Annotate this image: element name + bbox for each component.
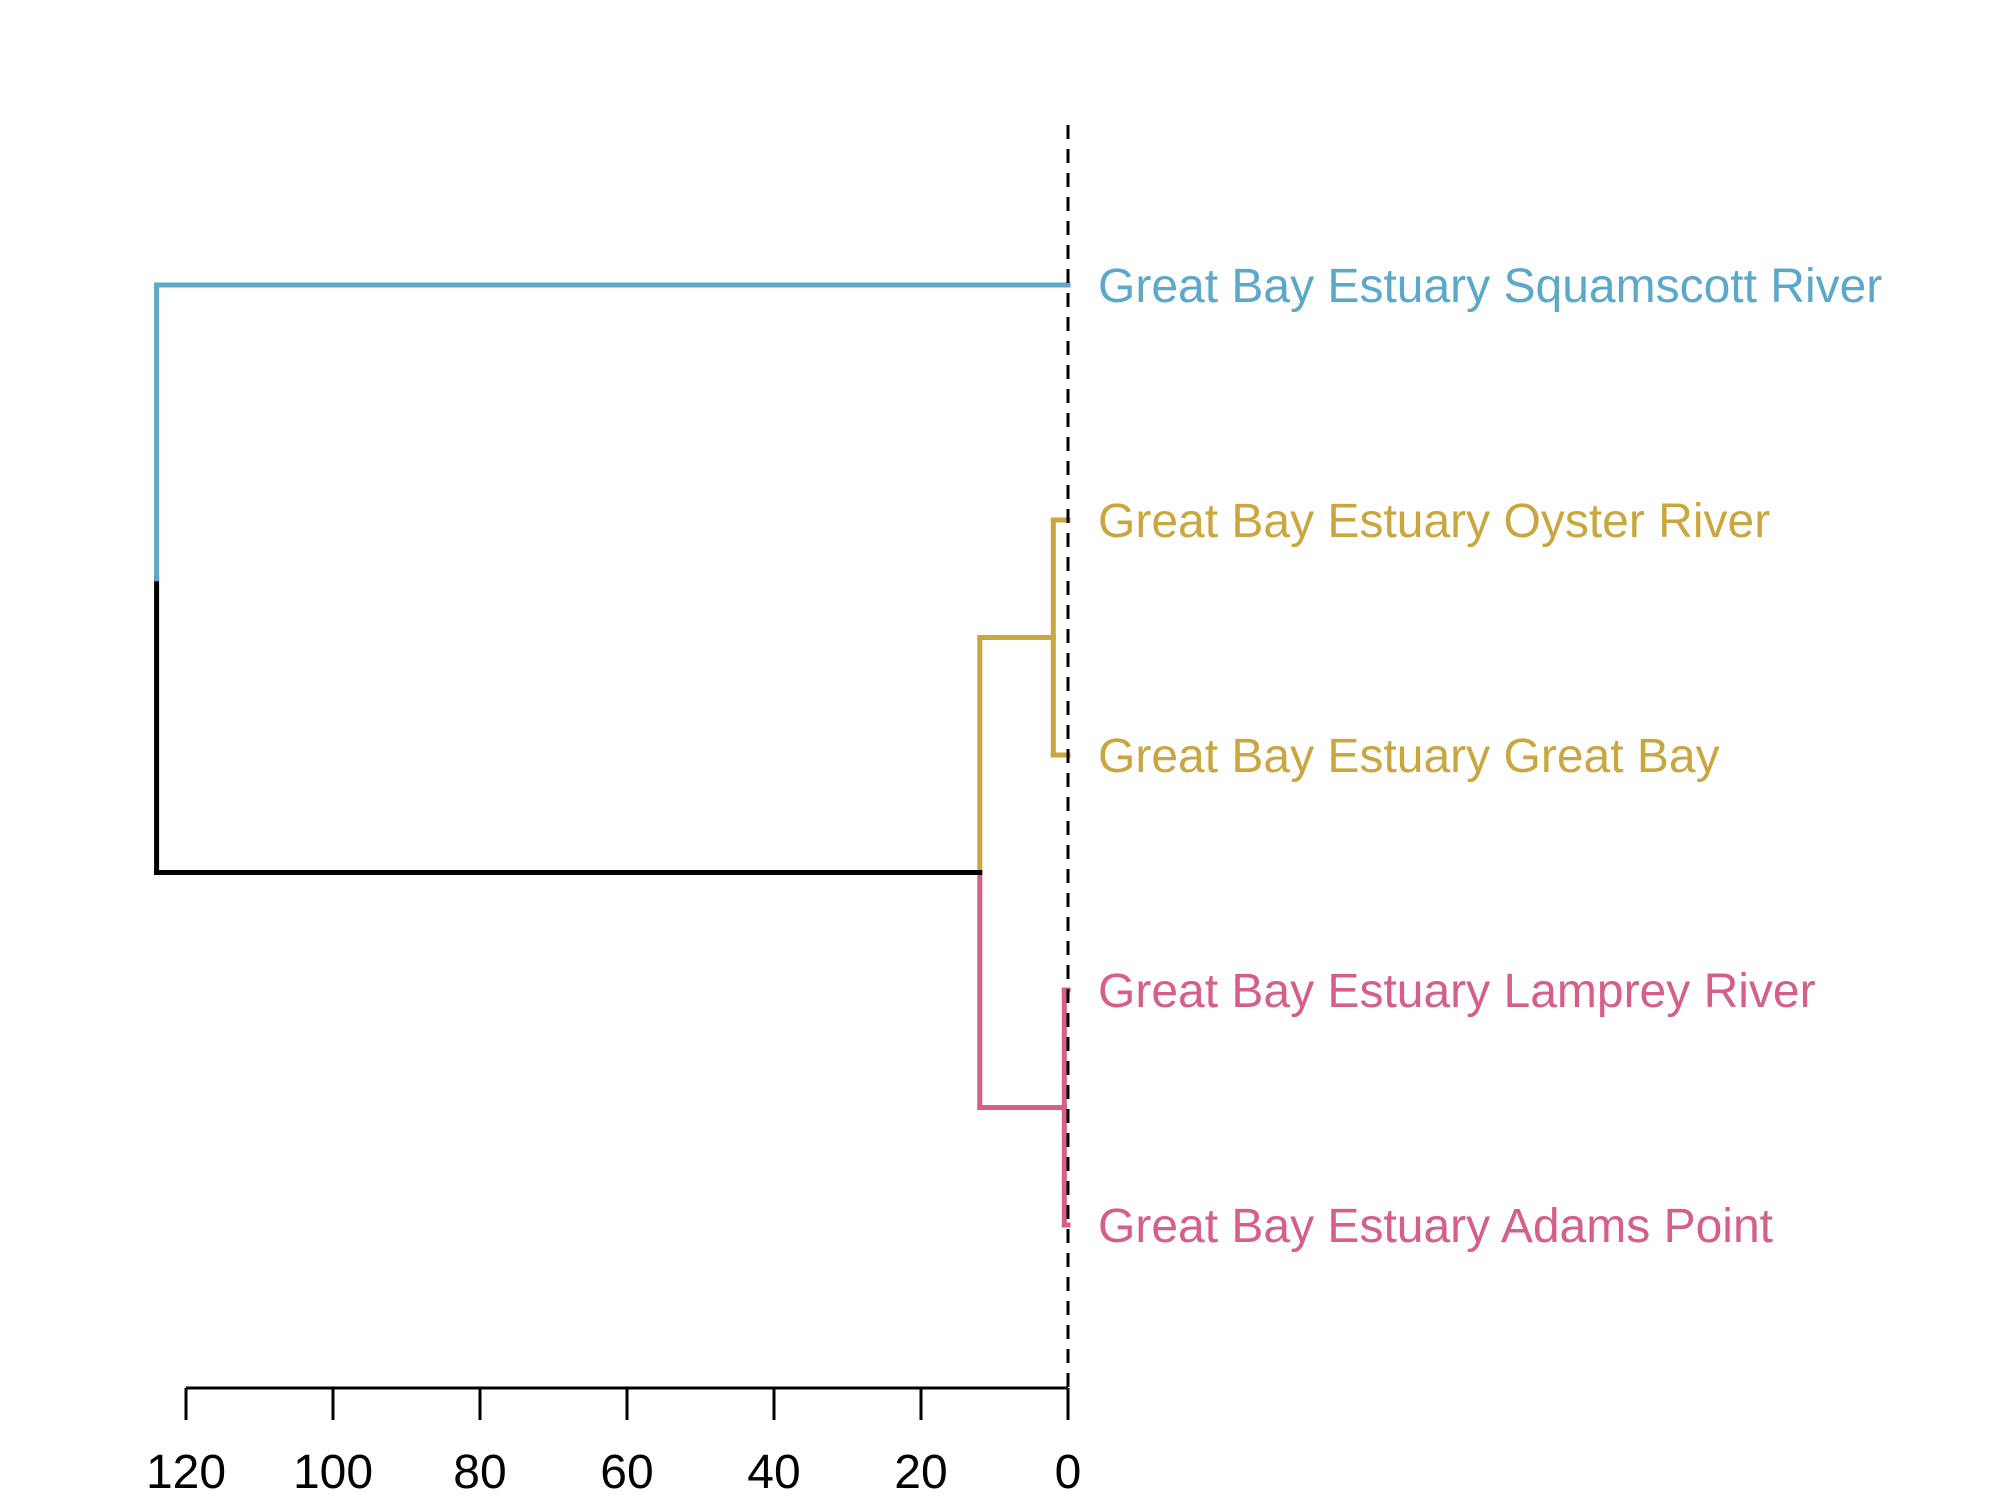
leaf-label: Great Bay Estuary Oyster River	[1098, 495, 1770, 548]
dendrogram-branches	[154, 282, 1071, 1228]
x-axis-tick-label: 0	[1055, 1446, 1082, 1499]
x-axis-tick-label: 20	[894, 1446, 947, 1499]
leaf-label: Great Bay Estuary Squamscott River	[1098, 260, 1882, 313]
x-axis-tick-label: 80	[453, 1446, 506, 1499]
x-axis-tick-label: 100	[293, 1446, 373, 1499]
x-axis: 120 100 80 60 40 20 0	[146, 1386, 1082, 1499]
leaf-label: Great Bay Estuary Lamprey River	[1098, 965, 1816, 1018]
x-axis-tick-label: 120	[146, 1446, 226, 1499]
x-axis-tick-label: 60	[600, 1446, 653, 1499]
leaf-labels: Great Bay Estuary Squamscott River Great …	[1098, 260, 1882, 1253]
leaf-label: Great Bay Estuary Adams Point	[1098, 1200, 1773, 1253]
leaf-label: Great Bay Estuary Great Bay	[1098, 730, 1720, 783]
x-axis-tick-label: 40	[747, 1446, 800, 1499]
